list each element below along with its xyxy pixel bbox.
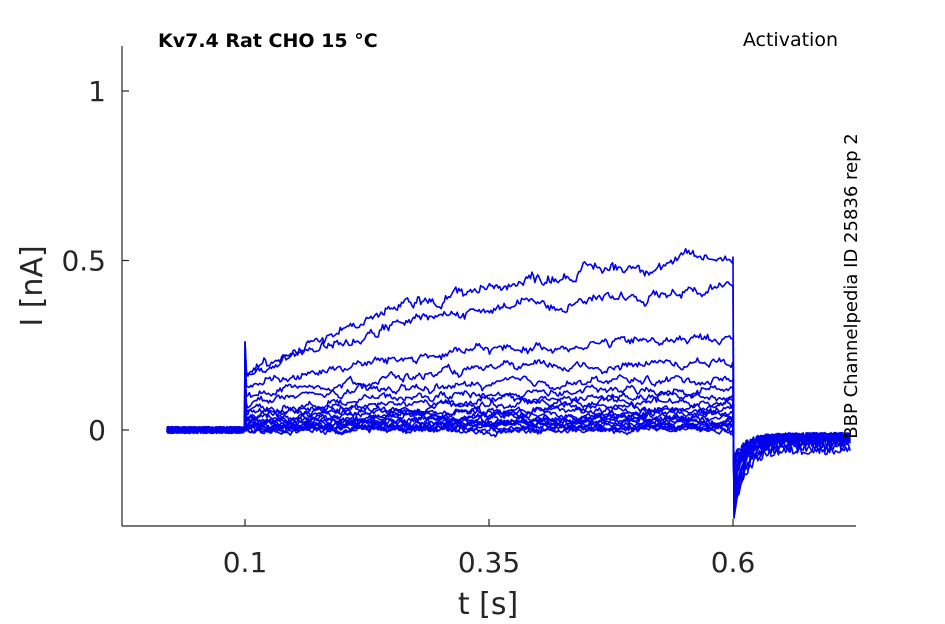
y-tick-group: 00.51 [61, 75, 129, 447]
protocol-label: Activation [743, 29, 838, 51]
current-trace [166, 247, 851, 519]
current-trace [166, 333, 851, 513]
y-tick-label: 0 [88, 414, 106, 447]
chart-title: Kv7.4 Rat CHO 15 °C [158, 30, 378, 52]
current-trace [166, 410, 851, 486]
y-tick-label: 1 [88, 75, 106, 108]
x-tick-group: 0.1 0.35 0.6 [223, 519, 756, 579]
source-label: BBP Channelpedia ID 25836 rep 2 [841, 133, 862, 438]
x-tick-label: 0.1 [223, 546, 268, 579]
x-tick-label: 0.6 [711, 546, 756, 579]
trace-group [166, 247, 851, 519]
current-trace [166, 390, 851, 501]
x-axis-title: t [s] [458, 587, 518, 622]
x-tick-label: 0.35 [458, 546, 520, 579]
y-tick-label: 0.5 [61, 245, 106, 278]
y-axis-title: I [nA] [15, 245, 50, 326]
current-trace [166, 281, 851, 516]
